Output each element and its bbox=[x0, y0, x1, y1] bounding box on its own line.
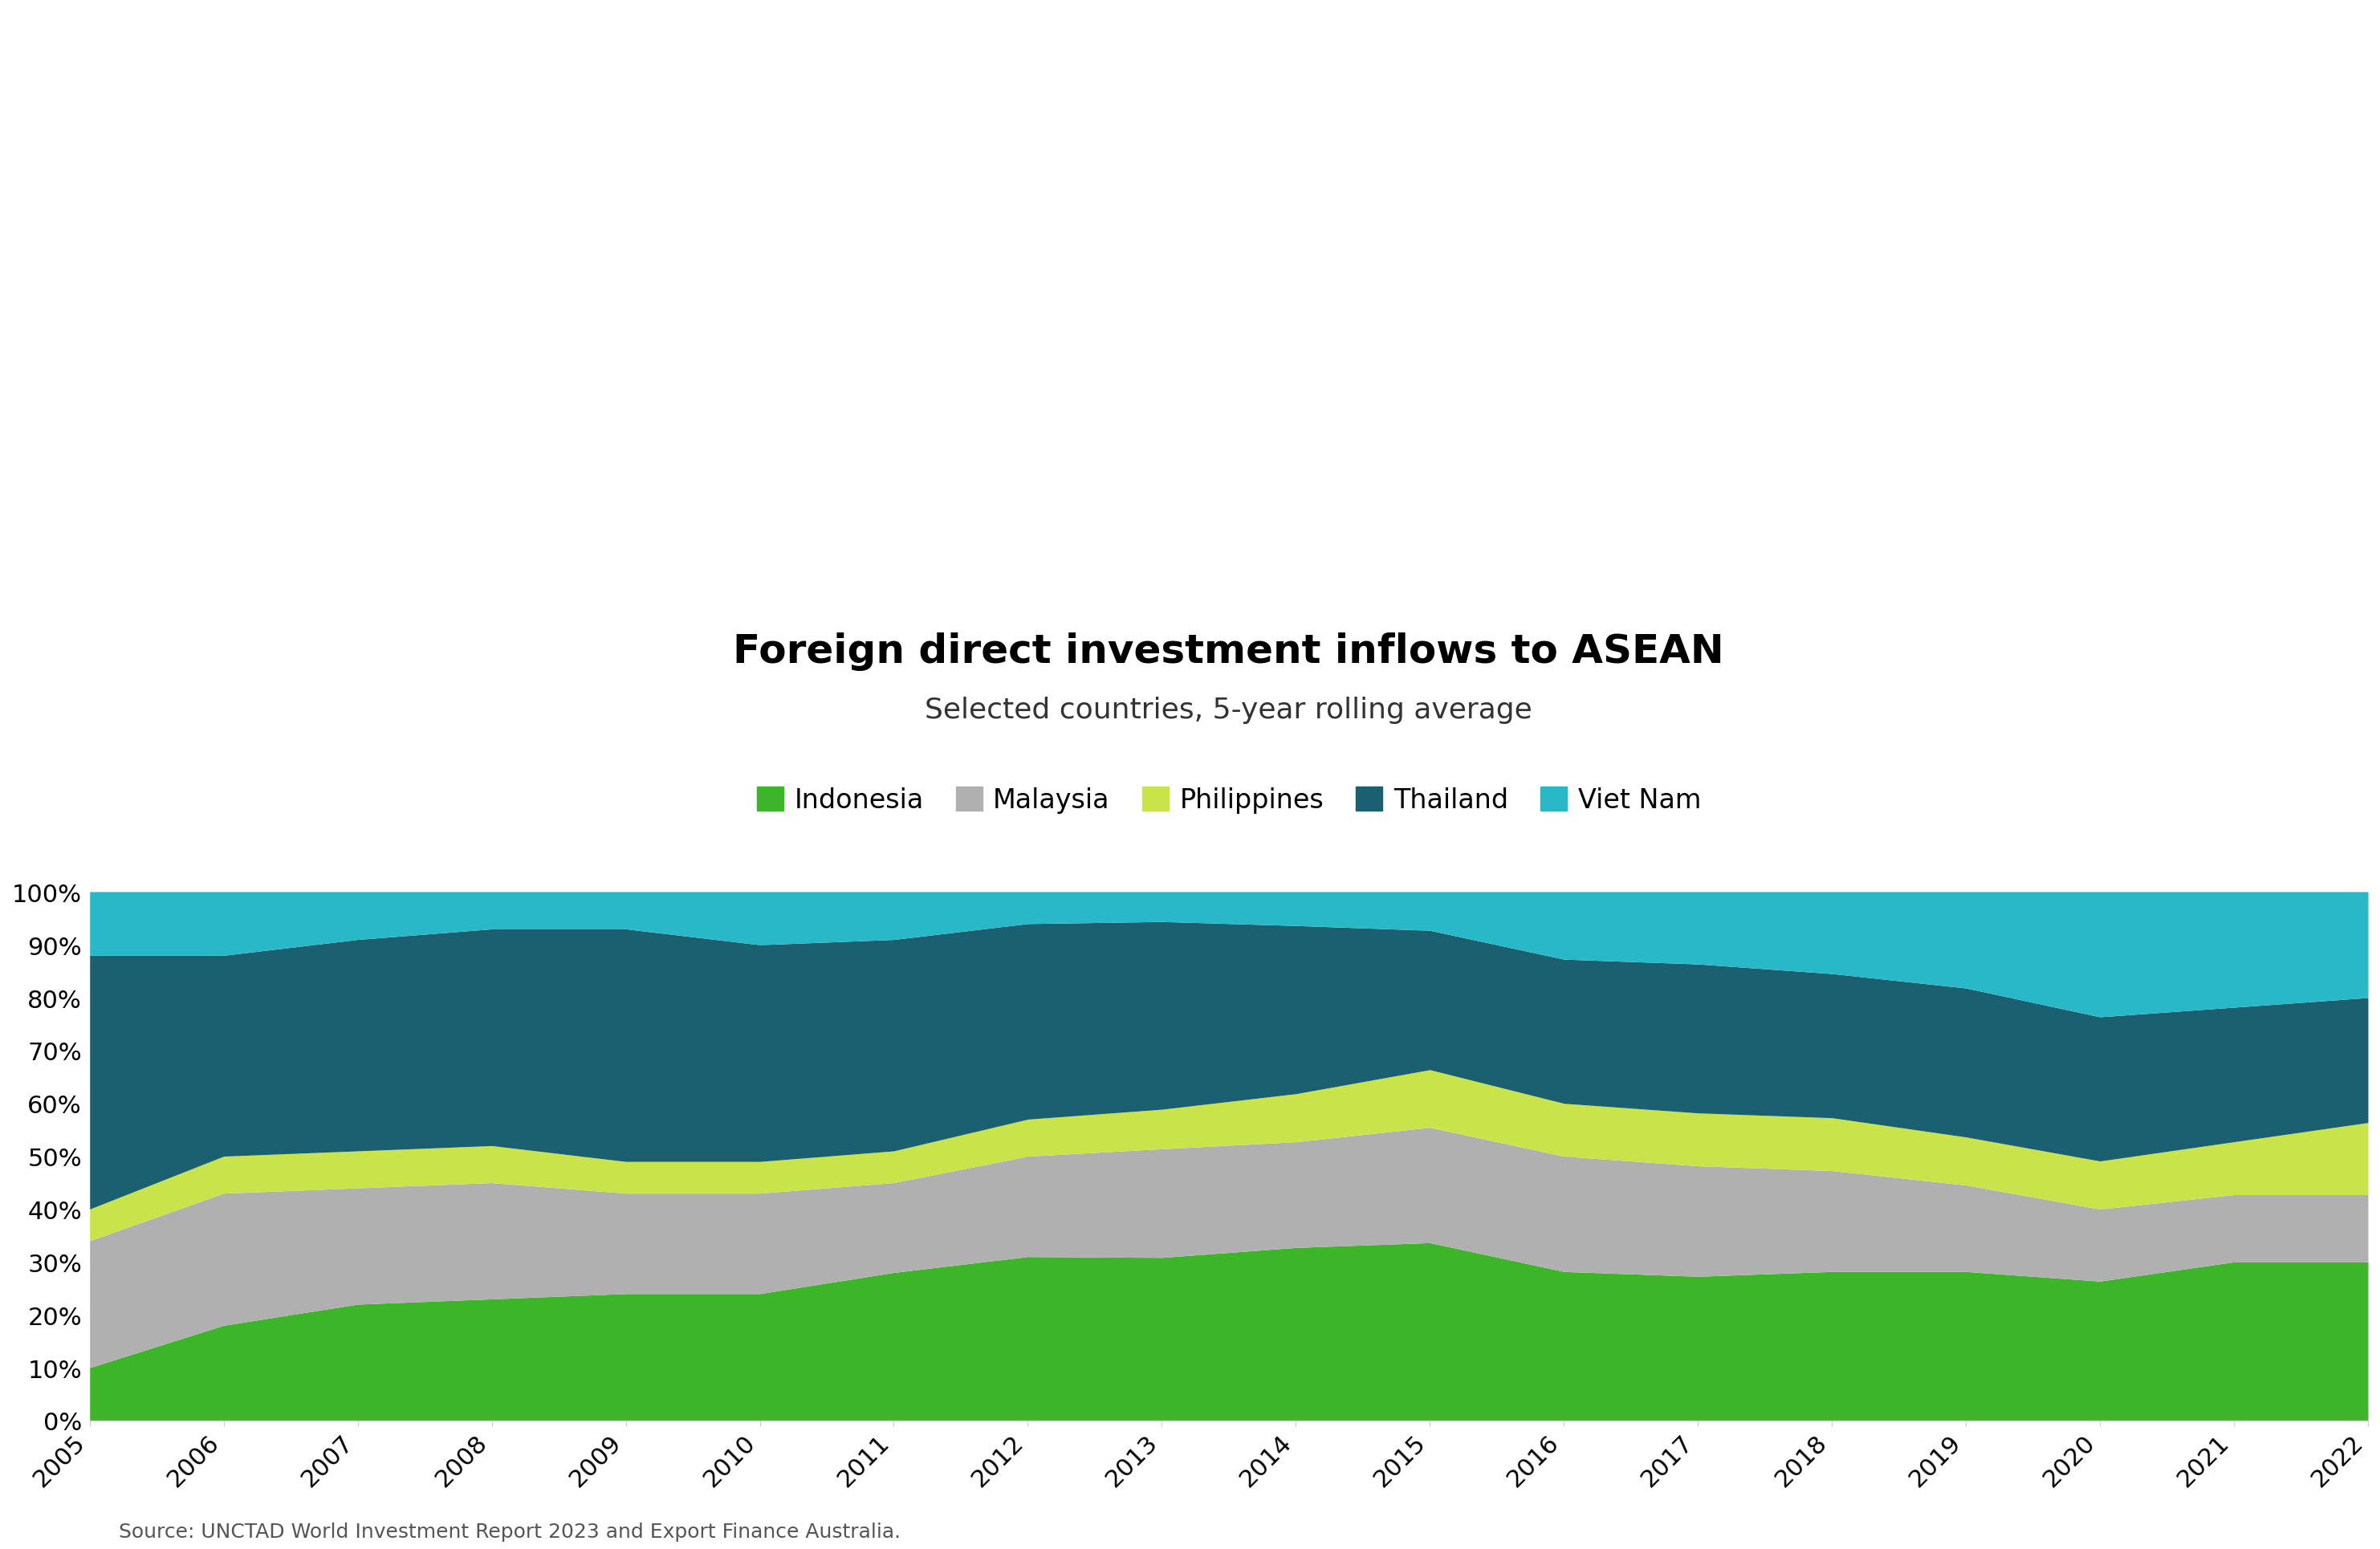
Text: Source: UNCTAD World Investment Report 2023 and Export Finance Australia.: Source: UNCTAD World Investment Report 2… bbox=[119, 1523, 902, 1541]
Text: Selected countries, 5-year rolling average: Selected countries, 5-year rolling avera… bbox=[926, 696, 1533, 723]
Text: Foreign direct investment inflows to ASEAN: Foreign direct investment inflows to ASE… bbox=[733, 632, 1726, 671]
Legend: Indonesia, Malaysia, Philippines, Thailand, Viet Nam: Indonesia, Malaysia, Philippines, Thaila… bbox=[745, 776, 1711, 824]
